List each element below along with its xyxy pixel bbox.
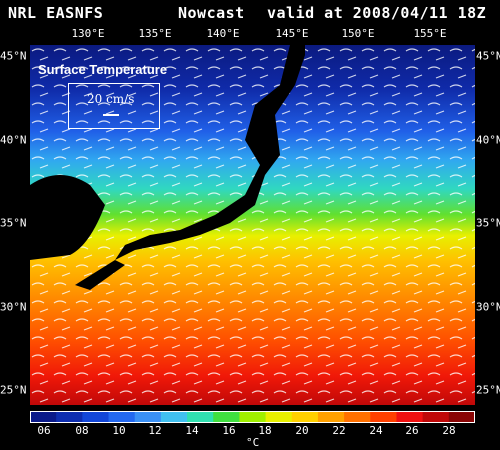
colorbar-unit: °C xyxy=(246,436,260,449)
colorbar-segment xyxy=(30,411,57,423)
lat-label-left-45: 45°N xyxy=(0,49,27,63)
product-title: Nowcast xyxy=(178,4,245,22)
lon-label-140: 140°E xyxy=(206,27,240,40)
colorbar-tick-22: 22 xyxy=(332,424,346,437)
lat-label-right-35: 35°N xyxy=(476,216,500,230)
colorbar-segment xyxy=(291,411,319,423)
colorbar xyxy=(30,411,475,423)
colorbar-tick-10: 10 xyxy=(112,424,126,437)
colorbar-segment xyxy=(108,411,136,423)
colorbar-segment xyxy=(344,411,371,423)
colorbar-segment xyxy=(160,411,188,423)
colorbar-segment xyxy=(134,411,162,423)
colorbar-tick-20: 20 xyxy=(295,424,309,437)
colorbar-segment xyxy=(370,411,397,423)
temperature-map xyxy=(30,45,475,405)
kyushu-land xyxy=(75,260,125,290)
lon-label-150: 150°E xyxy=(341,27,375,40)
colorbar-segment xyxy=(422,411,450,423)
japan-land xyxy=(115,45,305,260)
colorbar-segment xyxy=(396,411,424,423)
lat-label-left-25: 25°N xyxy=(0,383,27,397)
colorbar-tick-06: 06 xyxy=(37,424,51,437)
source-title: NRL EASNFS xyxy=(8,4,104,22)
lat-label-right-30: 30°N xyxy=(476,300,500,314)
lat-label-right-25: 25°N xyxy=(476,383,500,397)
lat-label-left-30: 30°N xyxy=(0,300,27,314)
lon-label-135: 135°E xyxy=(138,27,172,40)
lat-label-right-45: 45°N xyxy=(476,49,500,63)
colorbar-tick-18: 18 xyxy=(258,424,272,437)
korea-china-land xyxy=(30,175,105,260)
colorbar-tick-16: 16 xyxy=(222,424,236,437)
colorbar-segment xyxy=(317,411,345,423)
lon-label-145: 145°E xyxy=(275,27,309,40)
colorbar-tick-12: 12 xyxy=(148,424,162,437)
colorbar-tick-24: 24 xyxy=(369,424,383,437)
colorbar-tick-28: 28 xyxy=(442,424,456,437)
colorbar-segment xyxy=(82,411,110,423)
colorbar-tick-08: 08 xyxy=(75,424,89,437)
colorbar-segment xyxy=(265,411,293,423)
vector-scale-arrow xyxy=(103,114,119,116)
colorbar-segment xyxy=(56,411,83,423)
colorbar-segment xyxy=(239,411,267,423)
colorbar-segment xyxy=(448,411,475,423)
valid-time: valid at 2008/04/11 18Z xyxy=(267,4,487,22)
lat-label-right-40: 40°N xyxy=(476,133,500,147)
lon-label-130: 130°E xyxy=(71,27,105,40)
current-vectors xyxy=(30,45,475,405)
colorbar-tick-26: 26 xyxy=(405,424,419,437)
lat-label-left-35: 35°N xyxy=(0,216,27,230)
colorbar-tick-14: 14 xyxy=(185,424,199,437)
lon-label-155: 155°E xyxy=(413,27,447,40)
colorbar-segment xyxy=(187,411,214,423)
legend-title: Surface Temperature xyxy=(38,62,168,77)
vector-scale-box: 20 cm/s xyxy=(68,83,160,129)
colorbar-frame xyxy=(30,411,475,423)
lat-label-left-40: 40°N xyxy=(0,133,27,147)
colorbar-segment xyxy=(213,411,240,423)
vector-scale-label: 20 cm/s xyxy=(87,92,135,106)
